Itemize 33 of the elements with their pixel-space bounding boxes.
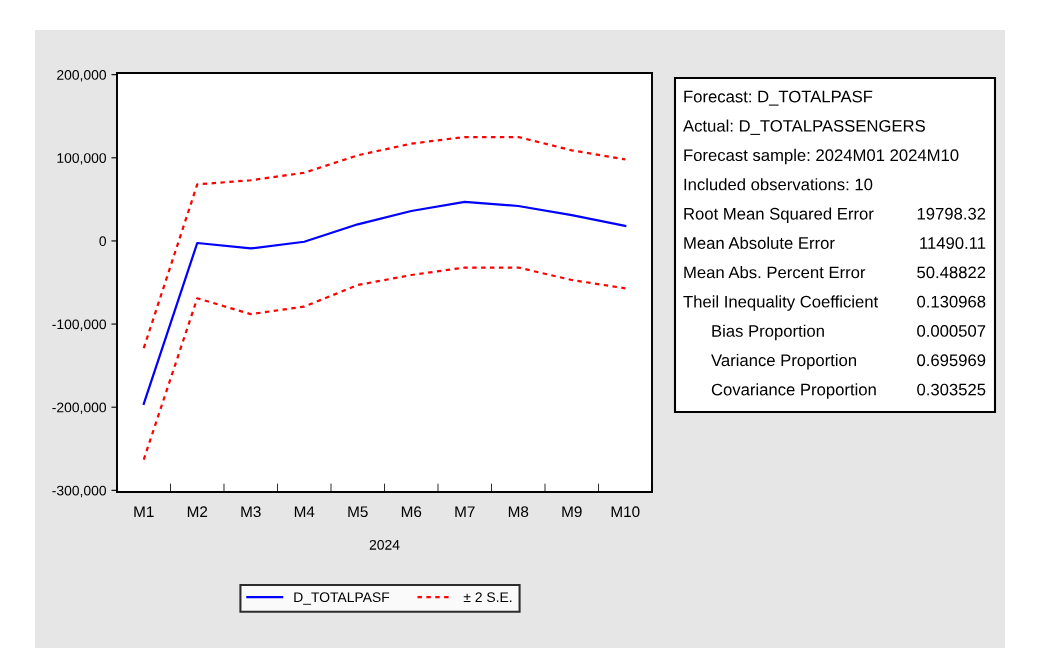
legend-label: D_TOTALPASF — [294, 592, 390, 605]
x-tick-label: M2 — [187, 506, 208, 517]
x-tick-label: M6 — [401, 506, 422, 518]
y-tick-label: -100,000 — [52, 319, 107, 331]
x-tick-label: M5 — [348, 506, 368, 518]
legend-label: ± 2 S.E. — [463, 592, 512, 603]
x-tick-label: M8 — [508, 506, 529, 518]
text: Mean Abs. Percent Error 50.48822 — [684, 266, 986, 279]
x-tick-label: M4 — [294, 506, 315, 517]
line-series — [142, 200, 627, 405]
text: Variance Proportion 0.695969 — [711, 353, 986, 370]
text: Included observations: 10 — [684, 178, 873, 191]
text: Theil Inequality Coefficient 0.130968 — [683, 295, 986, 311]
text: Bias Proportion 0.000507 — [712, 324, 986, 341]
line-series — [142, 266, 627, 461]
x-tick-label: M3 — [241, 506, 261, 518]
y-tick-label: 100,000 — [57, 153, 107, 165]
text: Mean Absolute Error 11490.11 — [684, 236, 986, 249]
y-tick-label: 200,000 — [57, 70, 107, 82]
x-tick-label: M7 — [455, 506, 475, 517]
x-tick-label: M10 — [611, 506, 640, 518]
line-series — [142, 135, 627, 350]
y-tick-label: 0 — [99, 236, 107, 247]
text: Covariance Proportion 0.303525 — [711, 383, 986, 399]
x-axis-title: 2024 — [369, 539, 400, 550]
text: Actual: D_TOTALPASSENGERS — [683, 119, 925, 135]
y-tick-label: -300,000 — [52, 485, 107, 498]
text: Forecast: D_TOTALPASF — [684, 90, 873, 106]
text: Root Mean Squared Error 19798.32 — [684, 207, 986, 223]
x-tick-label: M9 — [562, 506, 582, 518]
x-tick-label: M1 — [134, 506, 154, 517]
text: Forecast sample: 2024M01 2024M10 — [684, 148, 959, 165]
y-tick-label: -200,000 — [52, 402, 107, 415]
